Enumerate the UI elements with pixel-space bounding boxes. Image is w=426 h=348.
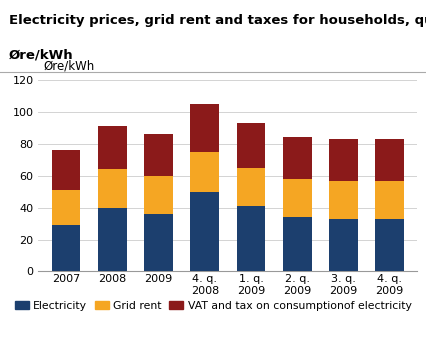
Bar [329,139,358,181]
Bar [237,168,265,206]
Bar [98,126,127,169]
Bar [144,176,173,214]
Bar [283,179,311,217]
Bar [52,225,81,271]
Bar [375,181,404,219]
Bar [190,152,219,192]
Bar [329,181,358,219]
Bar [144,214,173,271]
Text: Øre/kWh: Øre/kWh [9,49,73,62]
Bar [237,206,265,271]
Bar [52,150,81,190]
Text: Øre/kWh: Øre/kWh [43,59,94,72]
Bar [375,219,404,271]
Bar [98,208,127,271]
Bar [283,137,311,179]
Legend: Electricity, Grid rent, VAT and tax on consumptionof electricity: Electricity, Grid rent, VAT and tax on c… [10,296,416,315]
Text: Electricity prices, grid rent and taxes for households, quarterly.: Electricity prices, grid rent and taxes … [9,14,426,27]
Bar [375,139,404,181]
Bar [329,219,358,271]
Bar [190,192,219,271]
Bar [190,104,219,152]
Bar [237,123,265,168]
Bar [283,217,311,271]
Bar [98,169,127,208]
Bar [52,190,81,225]
Bar [144,134,173,176]
